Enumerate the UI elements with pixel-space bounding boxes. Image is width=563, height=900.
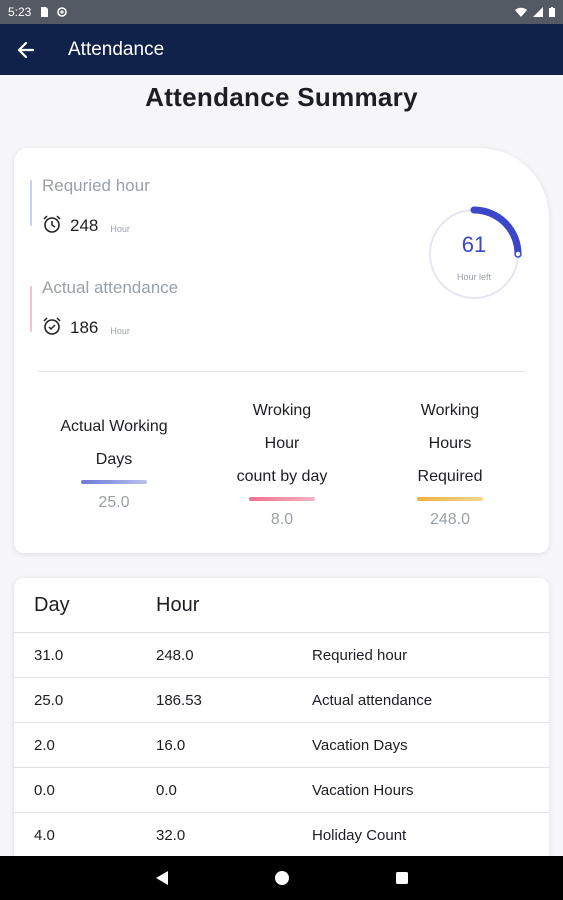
actual-attendance-value: 186 — [70, 318, 99, 337]
required-hour-unit: Hour — [110, 224, 130, 234]
required-accent-bar — [30, 180, 32, 226]
cell-day: 2.0 — [34, 736, 55, 754]
required-hour-value: 248 — [70, 216, 99, 235]
battery-icon — [549, 7, 555, 17]
table-row: 31.0 248.0 Requried hour — [14, 633, 549, 678]
table-row: 25.0 186.53 Actual attendance — [14, 678, 549, 723]
stat-underline — [249, 497, 315, 501]
table-row: 0.0 0.0 Vacation Hours — [14, 768, 549, 813]
header-hour: Hour — [156, 593, 200, 616]
hours-left-ring — [429, 206, 522, 299]
stat-label-line: count by day — [236, 468, 328, 485]
back-button[interactable] — [0, 24, 52, 75]
cell-description: Holiday Count — [312, 826, 407, 844]
arrow-left-icon — [17, 41, 35, 58]
app-bar-title: Attendance — [68, 38, 165, 60]
stat-actual-working-days: Actual Working Days 25.0 — [54, 410, 174, 512]
wifi-icon — [515, 7, 527, 17]
header-day: Day — [34, 593, 70, 616]
stat-value: 248.0 — [429, 511, 471, 528]
table-row: 2.0 16.0 Vacation Days — [14, 723, 549, 768]
actual-attendance-label: Actual attendance — [42, 278, 179, 297]
attendance-table: Day Hour 31.0 248.0 Requried hour 25.0 1… — [14, 578, 549, 878]
data-saver-icon — [57, 7, 68, 17]
cell-description: Vacation Hours — [312, 781, 414, 799]
status-bar: 5:23 — [0, 0, 563, 24]
alarm-check-icon — [43, 317, 61, 335]
nav-home-button[interactable] — [222, 856, 342, 900]
recents-square-icon — [395, 872, 408, 884]
cell-hour: 32.0 — [156, 826, 186, 844]
ring-progress-arc — [470, 206, 522, 258]
stat-value: 25.0 — [98, 494, 130, 511]
cell-hour: 186.53 — [156, 691, 202, 709]
stat-label-line: Wroking — [252, 402, 312, 419]
cell-description: Requried hour — [312, 646, 408, 664]
stat-label-line: Days — [95, 451, 133, 468]
stat-value: 8.0 — [270, 511, 294, 528]
cell-description: Actual attendance — [312, 691, 433, 709]
cell-day: 31.0 — [34, 646, 64, 664]
ring-progress-dot — [514, 250, 522, 258]
stat-label-line: Actual Working — [60, 418, 168, 435]
stat-working-hour-count-by-day: Wroking Hour count by day 8.0 — [222, 394, 342, 529]
table-header: Day Hour — [14, 578, 549, 633]
stat-label-line: Required — [417, 468, 483, 485]
actual-accent-bar — [30, 286, 32, 332]
cell-hour: 0.0 — [156, 781, 177, 799]
stat-underline — [81, 480, 147, 484]
required-hour-label: Requried hour — [42, 176, 150, 195]
status-time: 5:23 — [8, 5, 32, 19]
cell-day: 25.0 — [34, 691, 64, 709]
table-row: 4.0 32.0 Holiday Count — [14, 813, 549, 858]
cell-day: 0.0 — [34, 781, 55, 799]
cell-description: Vacation Days — [312, 736, 408, 754]
stat-label-line: Hour — [264, 435, 300, 452]
cell-hour: 16.0 — [156, 736, 186, 754]
nav-back-button[interactable] — [102, 856, 222, 900]
hours-left-caption: Hour left — [456, 272, 491, 282]
cell-day: 4.0 — [34, 826, 55, 844]
summary-card: Requried hour 248 Hour Actual attendance… — [14, 148, 549, 553]
actual-attendance-unit: Hour — [110, 326, 130, 336]
home-circle-icon — [274, 871, 289, 885]
stat-label-line: Hours — [428, 435, 472, 452]
back-triangle-icon — [155, 871, 168, 885]
page-title: Attendance Summary — [145, 82, 418, 112]
stat-label-line: Working — [420, 402, 480, 419]
stat-underline — [417, 497, 483, 501]
sim-icon — [41, 7, 49, 17]
system-nav-bar — [0, 856, 563, 900]
signal-icon — [533, 7, 543, 17]
cell-hour: 248.0 — [156, 646, 194, 664]
stat-working-hours-required: Working Hours Required 248.0 — [390, 394, 510, 529]
hours-left-value: 61 — [461, 232, 487, 257]
app-bar: Attendance — [0, 24, 563, 75]
alarm-clock-icon — [43, 215, 61, 233]
nav-recents-button[interactable] — [342, 856, 462, 900]
summary-divider — [38, 371, 525, 372]
